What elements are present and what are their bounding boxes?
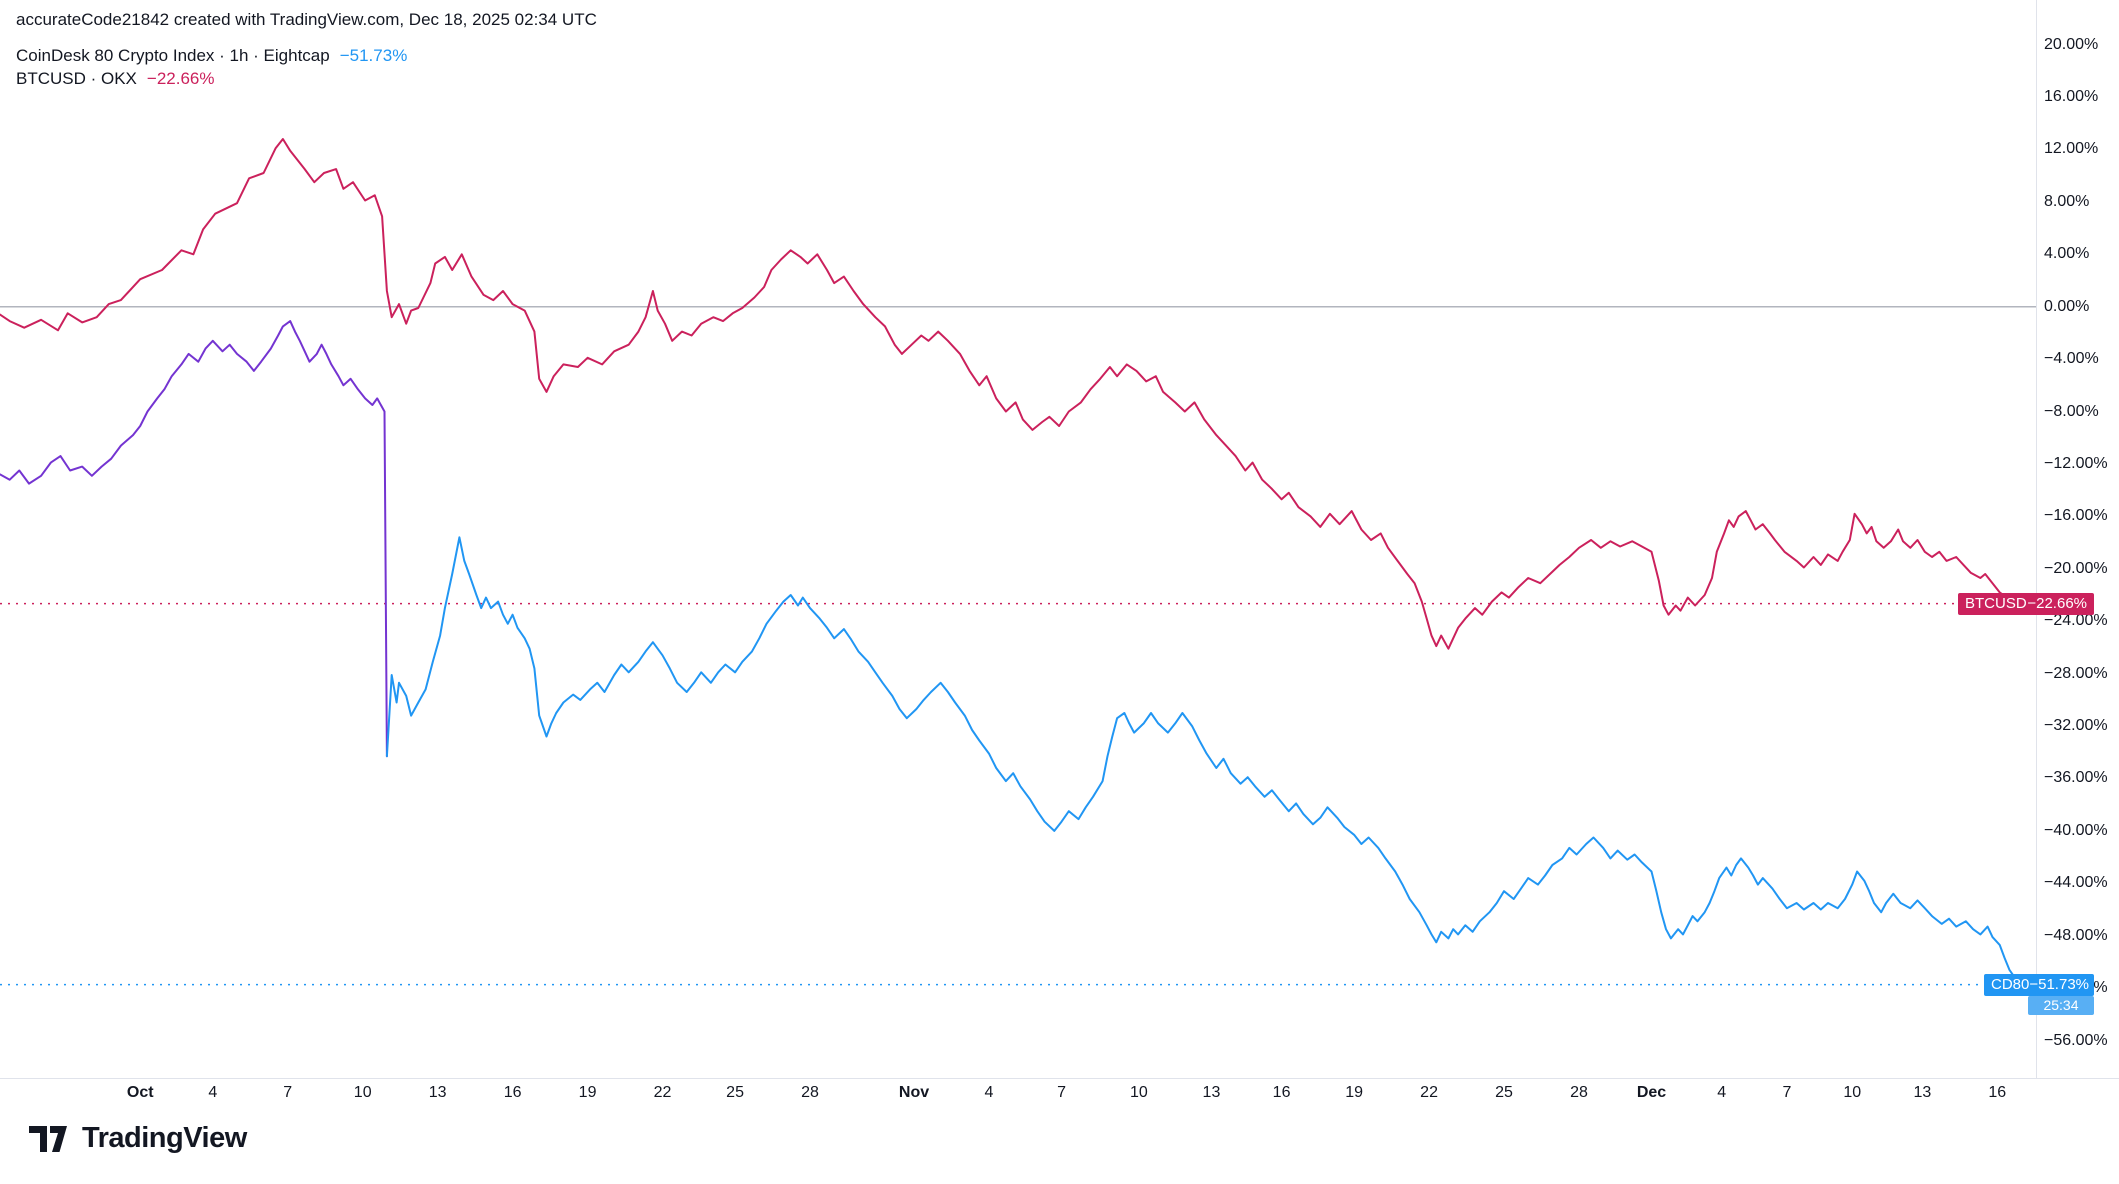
time-tick: 13 xyxy=(1202,1084,1221,1101)
time-tick: 7 xyxy=(283,1084,293,1101)
time-tick: 16 xyxy=(1988,1084,2007,1101)
time-tick: Dec xyxy=(1636,1084,1667,1101)
time-tick: 7 xyxy=(1782,1084,1792,1101)
time-tick: 22 xyxy=(653,1084,672,1101)
time-tick: 19 xyxy=(1345,1084,1363,1101)
time-tick: 25 xyxy=(1495,1084,1513,1101)
time-tick: 10 xyxy=(1129,1084,1148,1101)
tradingview-wordmark: TradingView xyxy=(82,1122,247,1154)
time-tick: 4 xyxy=(984,1084,994,1101)
time-tick: 4 xyxy=(1717,1084,1727,1101)
time-tick: 13 xyxy=(428,1084,447,1101)
time-tick: Oct xyxy=(126,1084,154,1101)
snapshot-attribution: accurateCode21842 created with TradingVi… xyxy=(16,10,597,29)
legend: CoinDesk 80 Crypto Index · 1h · Eightcap… xyxy=(16,44,407,90)
time-tick: 25 xyxy=(726,1084,744,1101)
btcusd-price-label-value: −22.66% xyxy=(2027,595,2087,613)
cd80-price-label-symbol: CD80 xyxy=(1991,976,2030,994)
cd80-line[interactable] xyxy=(385,536,2021,986)
btcusd-price-label: BTCUSD −22.66% xyxy=(1958,592,2094,615)
time-tick: 10 xyxy=(1843,1084,1862,1101)
time-tick: 16 xyxy=(503,1084,522,1101)
tradingview-logo[interactable]: TradingView xyxy=(28,1122,247,1155)
price-axis-border xyxy=(2036,0,2037,1078)
time-axis[interactable]: Oct 4 7 10 13 16 19 22 25 28 Nov 4 7 10 13 16 19 22 25 28 De… xyxy=(0,1078,2119,1118)
time-tick: 7 xyxy=(1057,1084,1066,1101)
btcusd-line[interactable] xyxy=(0,138,2021,650)
time-tick: Nov xyxy=(898,1084,930,1101)
tradingview-logo-icon xyxy=(29,1125,67,1152)
cd80-line-early[interactable] xyxy=(0,320,388,758)
time-tick: 10 xyxy=(353,1084,372,1101)
time-tick: 13 xyxy=(1913,1084,1932,1101)
cd80-price-label-value: −51.73% xyxy=(2029,976,2089,994)
legend-title-cd80: CoinDesk 80 Crypto Index · 1h · Eightcap xyxy=(16,46,330,65)
legend-title-btcusd: BTCUSD · OKX xyxy=(16,69,137,88)
time-tick: 19 xyxy=(578,1084,597,1101)
time-tick: 28 xyxy=(801,1084,819,1101)
legend-row-btcusd[interactable]: BTCUSD · OKX −22.66% xyxy=(16,67,407,90)
time-axis-border xyxy=(0,1078,2119,1079)
legend-row-cd80[interactable]: CoinDesk 80 Crypto Index · 1h · Eightcap… xyxy=(16,44,407,67)
legend-value-cd80: −51.73% xyxy=(339,46,408,65)
time-tick: 28 xyxy=(1570,1084,1588,1101)
cd80-price-label: CD80 −51.73% xyxy=(1984,973,2094,996)
time-tick: 16 xyxy=(1272,1084,1291,1101)
btcusd-price-label-symbol: BTCUSD xyxy=(1965,595,2027,613)
time-tick: 4 xyxy=(208,1084,218,1101)
time-tick: 22 xyxy=(1420,1084,1438,1101)
legend-value-btcusd: −22.66% xyxy=(146,69,215,88)
bar-countdown: 25:34 xyxy=(2028,995,2094,1015)
